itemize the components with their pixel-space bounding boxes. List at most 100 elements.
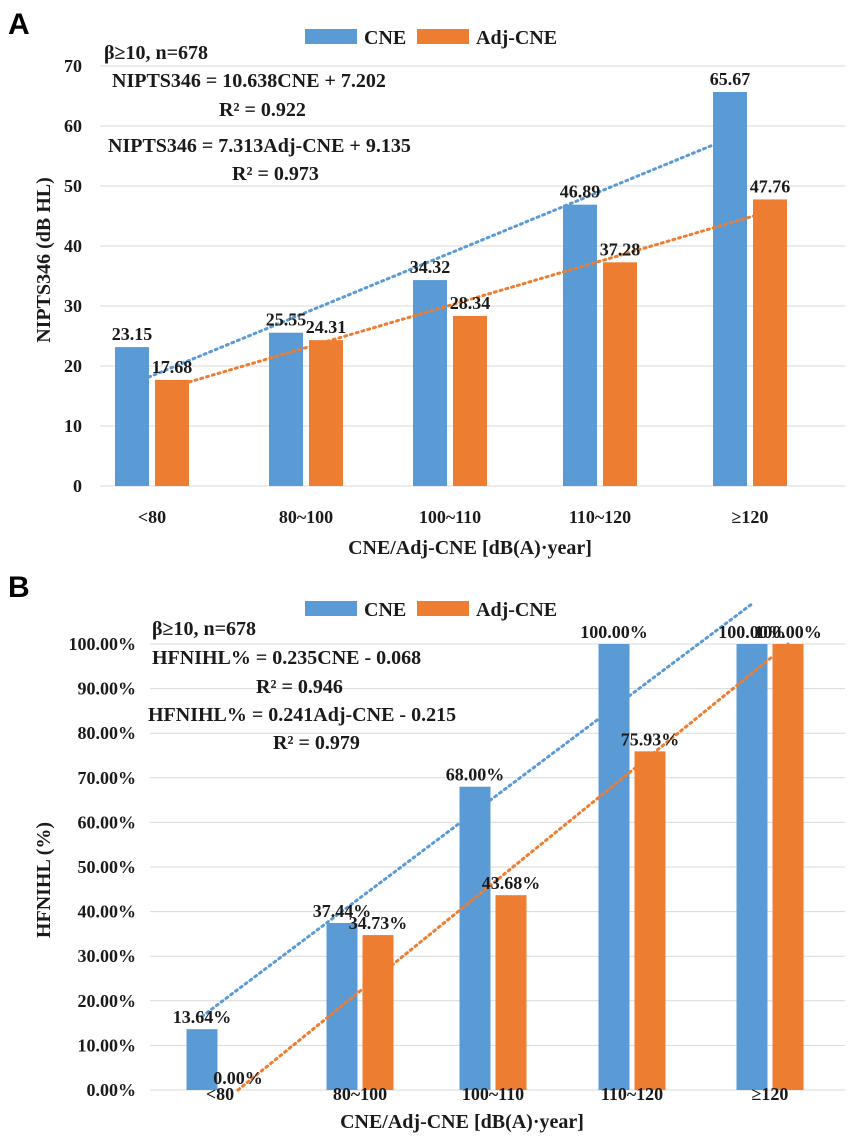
- data-label-adj-cne: 0.00%: [213, 1068, 263, 1088]
- data-label-adj-cne: 34.73%: [349, 913, 408, 933]
- annotation-equation-cne-b: HFNIHL% = 0.235CNE - 0.068: [152, 647, 421, 669]
- x-category-label: ≥120: [752, 1084, 789, 1104]
- legend-label-adj-cne: Adj-CNE: [476, 27, 557, 49]
- bar-adj-cne: [155, 379, 189, 486]
- y-tick-label: 20: [64, 356, 82, 376]
- bar-cne: [598, 644, 630, 1090]
- y-tick-label: 30.00%: [78, 946, 137, 966]
- bar-adj-cne: [495, 895, 527, 1090]
- y-axis-title-a: NIPTS346 (dB HL): [33, 177, 55, 343]
- panel-letter-a: A: [8, 8, 30, 41]
- y-tick-label: 30: [64, 296, 82, 316]
- data-label-adj-cne: 100.00%: [754, 622, 822, 642]
- y-tick-label: 0: [73, 476, 82, 496]
- data-label-adj-cne: 24.31: [306, 317, 347, 337]
- annotation-equation-cne-a: NIPTS346 = 10.638CNE + 7.202: [112, 70, 386, 92]
- y-axis-title-b: HFNIHL (%): [33, 822, 55, 938]
- bar-cne: [713, 91, 747, 486]
- legend-swatch-adj-cne: [417, 29, 469, 44]
- y-tick-label: 20.00%: [78, 991, 137, 1011]
- bar-adj-cne: [772, 644, 804, 1090]
- panel-a: A CNE Adj-CNE 0 10 20 30 40 50 60 70 23.15 25.55 3…: [8, 8, 845, 559]
- chart-b: 0.00% 10.00% 20.00% 30.00% 40.00% 50.00% 60.00…: [69, 602, 845, 1104]
- data-label-adj-cne: 47.76: [750, 176, 791, 196]
- x-category-label: 80~100: [279, 507, 333, 527]
- data-label-cne: 13.64%: [173, 1007, 232, 1027]
- annotation-equation-adj-b: HFNIHL% = 0.241Adj-CNE - 0.215: [148, 704, 456, 726]
- y-tick-label: 60.00%: [78, 812, 137, 832]
- y-tick-label: 70.00%: [78, 768, 137, 788]
- bar-adj-cne: [309, 340, 343, 486]
- annotation-r2-adj-b: R² = 0.979: [273, 732, 360, 754]
- legend-label-cne: CNE: [364, 599, 406, 621]
- data-label-cne: 46.89: [560, 182, 601, 202]
- legend-swatch-adj-cne: [417, 601, 469, 616]
- bar-adj-cne: [753, 199, 787, 486]
- trendline-cne: [200, 602, 754, 1018]
- bar-cne: [563, 204, 597, 486]
- trendline-adj-cne: [236, 642, 790, 1092]
- y-tick-label: 80.00%: [78, 723, 137, 743]
- x-category-label: 110~120: [601, 1084, 663, 1104]
- x-category-label: 100~110: [462, 1084, 524, 1104]
- y-tick-label: 70: [64, 56, 82, 76]
- y-tick-label: 100.00%: [69, 634, 137, 654]
- bar-adj-cne: [362, 935, 394, 1090]
- x-category-label: <80: [138, 507, 166, 527]
- annotation-subset-b: β≥10, n=678: [152, 618, 256, 640]
- bar-cne: [115, 347, 149, 486]
- y-tick-label: 60: [64, 116, 82, 136]
- annotation-r2-cne-a: R² = 0.922: [219, 99, 306, 121]
- data-label-cne: 37.44%: [313, 901, 372, 921]
- data-label-cne: 25.55: [266, 310, 307, 330]
- legend-swatch-cne: [305, 29, 357, 44]
- annotation-r2-adj-a: R² = 0.973: [232, 163, 319, 185]
- chart-a: 0 10 20 30 40 50 60 70 23.15 25.55 34.32 46.89 65.67…: [64, 56, 845, 527]
- y-tick-label: 40.00%: [78, 902, 137, 922]
- x-category-label: <80: [206, 1084, 234, 1104]
- data-label-adj-cne: 75.93%: [621, 729, 680, 749]
- data-label-adj-cne: 37.28: [600, 239, 641, 259]
- x-category-label: 100~110: [419, 507, 481, 527]
- y-tick-label: 40: [64, 236, 82, 256]
- y-tick-label: 10: [64, 416, 82, 436]
- data-label-cne: 100.00%: [580, 622, 648, 642]
- trendline-cne: [130, 136, 732, 386]
- bar-cne: [186, 1029, 218, 1090]
- trendline-adj-cne: [170, 209, 772, 389]
- bar-adj-cne: [453, 315, 487, 486]
- data-label-cne: 34.32: [410, 257, 451, 277]
- data-label-cne: 23.15: [112, 324, 153, 344]
- bar-adj-cne: [603, 262, 637, 486]
- legend-swatch-cne: [305, 601, 357, 616]
- x-axis-title-a: CNE/Adj-CNE [dB(A)·year]: [348, 537, 592, 559]
- data-label-cne: 100.00%: [718, 622, 786, 642]
- legend-label-cne: CNE: [364, 27, 406, 49]
- x-category-label: 80~100: [333, 1084, 387, 1104]
- y-tick-label: 10.00%: [78, 1035, 137, 1055]
- data-label-cne: 65.67: [710, 69, 751, 89]
- bar-adj-cne: [634, 751, 666, 1090]
- bar-cne: [269, 332, 303, 486]
- x-category-label: ≥120: [732, 507, 769, 527]
- x-axis-title-b: CNE/Adj-CNE [dB(A)·year]: [340, 1111, 584, 1133]
- legend-label-adj-cne: Adj-CNE: [476, 599, 557, 621]
- annotation-equation-adj-a: NIPTS346 = 7.313Adj-CNE + 9.135: [108, 135, 411, 157]
- data-label-adj-cne: 43.68%: [482, 873, 541, 893]
- annotation-r2-cne-b: R² = 0.946: [256, 676, 343, 698]
- legend-b: CNE Adj-CNE: [305, 599, 557, 621]
- panel-b: B CNE Adj-CNE 0.00% 10.00% 20.00% 30.00% 40.…: [8, 571, 845, 1133]
- data-label-adj-cne: 28.34: [450, 293, 491, 313]
- annotation-subset-a: β≥10, n=678: [104, 42, 208, 64]
- y-tick-label: 50.00%: [78, 857, 137, 877]
- data-label-adj-cne: 17.68: [152, 357, 193, 377]
- x-category-label: 110~120: [569, 507, 631, 527]
- data-label-cne: 68.00%: [446, 765, 505, 785]
- bar-cne: [736, 644, 768, 1090]
- y-tick-label: 90.00%: [78, 679, 137, 699]
- y-tick-label: 50: [64, 176, 82, 196]
- y-tick-label: 0.00%: [87, 1080, 137, 1100]
- legend-a: CNE Adj-CNE: [305, 27, 557, 49]
- bar-cne: [459, 786, 491, 1090]
